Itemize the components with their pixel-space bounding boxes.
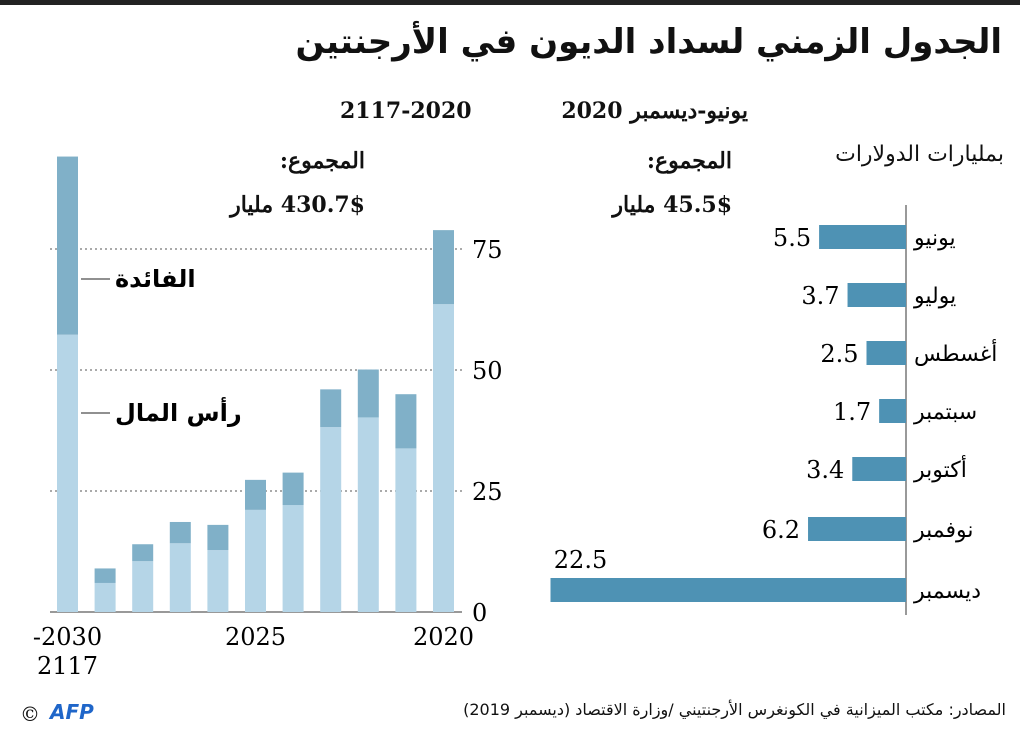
bar-interest-2020 — [433, 230, 454, 305]
bar-capital-2024 — [282, 505, 304, 612]
category-label: سبتمبر — [913, 400, 977, 425]
bar-interest-2023 — [320, 389, 342, 428]
y-tick-label: 75 — [472, 236, 503, 264]
category-label: نوفمبر — [913, 518, 974, 543]
bar-capital-2023 — [320, 427, 342, 612]
bar-interest-2030-2117 — [57, 156, 78, 335]
bar-capital-2022 — [357, 417, 379, 612]
bar-interest-2027 — [169, 521, 191, 544]
bar-يونيو — [819, 225, 906, 249]
bar-capital-2027 — [169, 543, 191, 612]
top-rule — [0, 0, 1020, 5]
bar-capital-2026 — [207, 550, 229, 612]
bar-interest-2024 — [282, 472, 304, 506]
category-label: يونيو — [913, 226, 956, 251]
category-label: أغسطس — [914, 339, 997, 367]
legend-interest: الفائدة — [115, 265, 196, 293]
category-label: ديسمبر — [913, 579, 981, 604]
bar-capital-2021 — [395, 448, 417, 612]
bar-interest-2021 — [395, 394, 417, 449]
legend-capital: رأس المال — [115, 397, 242, 427]
y-tick-label: 25 — [472, 478, 503, 506]
bar-أكتوبر — [852, 457, 906, 481]
x-tick-label: 2025 — [225, 623, 286, 651]
bar-capital-2028 — [132, 561, 154, 612]
bar-capital-2025 — [245, 509, 266, 612]
bar-أغسطس — [866, 341, 906, 365]
value-label: 2.5 — [820, 340, 858, 368]
right-period: يونيو-ديسمبر 2020 — [561, 98, 748, 124]
bar-interest-2028 — [132, 544, 154, 562]
value-label: 5.5 — [773, 224, 811, 252]
bar-interest-2029 — [94, 568, 116, 583]
unit-label: بمليارات الدولارات — [835, 142, 1004, 167]
left-total-label: المجموع: — [279, 148, 365, 174]
value-label: 22.5 — [554, 546, 607, 574]
bar-interest-2026 — [207, 524, 229, 551]
left-total-value: 430.7$ مليار — [230, 192, 365, 218]
logo-text: AFP — [50, 700, 94, 724]
bar-interest-2025 — [245, 479, 266, 510]
afp-logo: AFP — [50, 700, 94, 724]
value-label: 6.2 — [762, 516, 800, 544]
value-label: 3.7 — [801, 282, 839, 310]
value-label: 1.7 — [833, 398, 871, 426]
source-note: المصادر: مكتب الميزانية في الكونغرس الأر… — [463, 700, 1006, 719]
bar-يوليو — [847, 283, 906, 307]
bar-capital-2029 — [94, 582, 116, 612]
value-label: 3.4 — [806, 456, 844, 484]
y-tick-label: 0 — [472, 599, 487, 627]
category-label: أكتوبر — [913, 455, 967, 483]
category-label: يوليو — [913, 284, 956, 309]
y-tick-label: 50 — [472, 357, 503, 385]
page-title: الجدول الزمني لسداد الديون في الأرجنتين — [295, 22, 1003, 62]
bar-capital-2020 — [433, 304, 454, 612]
bar-capital-2030-2117 — [57, 334, 78, 612]
right-total-value: 45.5$ مليار — [612, 192, 732, 218]
bar-ديسمبر — [550, 578, 906, 602]
copyright-symbol: © — [20, 702, 40, 726]
left-period: 2117-2020 — [340, 98, 472, 124]
right-total-label: المجموع: — [646, 148, 732, 174]
x-tick-label: 2117 — [37, 652, 98, 680]
bar-نوفمبر — [808, 517, 906, 541]
bar-interest-2022 — [357, 369, 379, 418]
bar-سبتمبر — [879, 399, 906, 423]
x-tick-label: 2020 — [413, 623, 474, 651]
x-tick-label: -2030 — [33, 623, 102, 651]
